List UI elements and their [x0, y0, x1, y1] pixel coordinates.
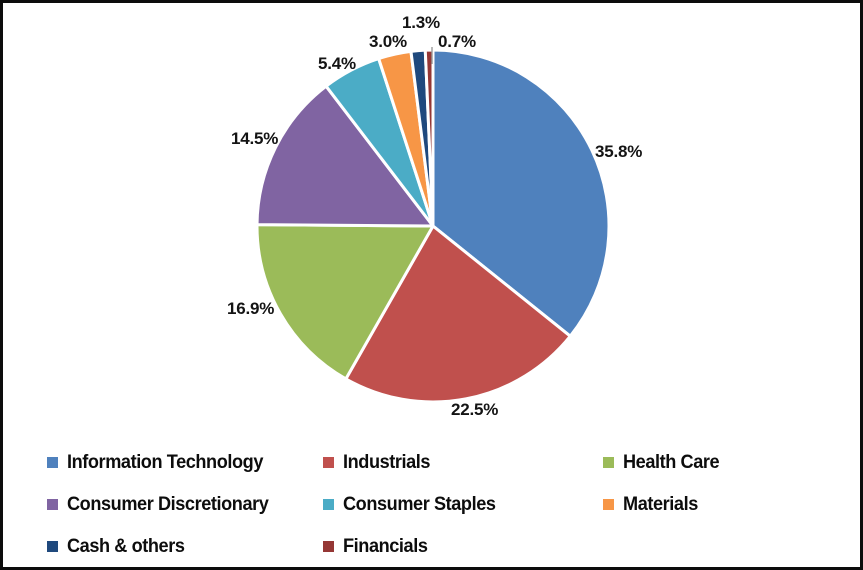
pie-slice-health-care[interactable]	[255, 223, 435, 381]
legend-item-consumer-discretionary[interactable]: Consumer Discretionary	[47, 493, 284, 516]
pie-slice-group	[255, 48, 611, 404]
legend-item-cash-and-others[interactable]: Cash & others	[47, 535, 193, 558]
legend-label-consumer-staples: Consumer Staples	[343, 492, 496, 515]
legend-label-financials: Financials	[343, 534, 428, 557]
data-label-materials: 3.0%	[369, 32, 407, 51]
legend-item-financials[interactable]: Financials	[323, 535, 434, 558]
legend-swatch-cash-and-others	[47, 540, 58, 552]
legend-label-consumer-discretionary: Consumer Discretionary	[67, 492, 269, 515]
pie-slice-industrials[interactable]	[344, 224, 572, 404]
legend-label-materials: Materials	[623, 492, 698, 515]
legend-swatch-industrials	[323, 456, 334, 468]
pie-slice-information-technology[interactable]	[431, 48, 611, 338]
data-label-health-care: 16.9%	[227, 299, 275, 318]
data-label-information-technology: 35.8%	[595, 142, 643, 161]
pie-plot-area: 35.8% 22.5% 16.9% 14.5% 5.4% 3.0% 1.3% 0…	[3, 3, 860, 435]
legend-label-cash-and-others: Cash & others	[67, 534, 185, 557]
data-label-industrials: 22.5%	[451, 400, 499, 419]
data-label-consumer-staples: 5.4%	[318, 54, 356, 73]
legend-item-information-technology[interactable]: Information Technology	[47, 451, 278, 474]
legend-label-industrials: Industrials	[343, 450, 431, 473]
pie-slice-consumer-discretionary[interactable]	[255, 84, 435, 228]
pie-chart-svg	[255, 47, 611, 404]
legend-item-health-care[interactable]: Health Care	[603, 451, 726, 474]
data-label-consumer-discretionary: 14.5%	[231, 129, 279, 148]
legend-swatch-consumer-discretionary	[47, 498, 58, 510]
pie-slice-financials[interactable]	[423, 48, 435, 228]
data-label-financials: 0.7%	[438, 32, 476, 51]
legend-item-consumer-staples[interactable]: Consumer Staples	[323, 493, 507, 516]
legend-label-health-care: Health Care	[623, 450, 720, 473]
legend-swatch-information-technology	[47, 456, 58, 468]
chart-legend: Information Technology Industrials Health …	[3, 435, 860, 567]
legend-swatch-financials	[323, 540, 334, 552]
legend-item-materials[interactable]: Materials	[603, 493, 704, 516]
legend-label-information-technology: Information Technology	[67, 450, 263, 473]
legend-swatch-consumer-staples	[323, 498, 334, 510]
data-label-cash-and-others: 1.3%	[402, 13, 440, 32]
legend-item-industrials[interactable]: Industrials	[323, 451, 437, 474]
legend-swatch-materials	[603, 498, 614, 510]
legend-swatch-health-care	[603, 456, 614, 468]
